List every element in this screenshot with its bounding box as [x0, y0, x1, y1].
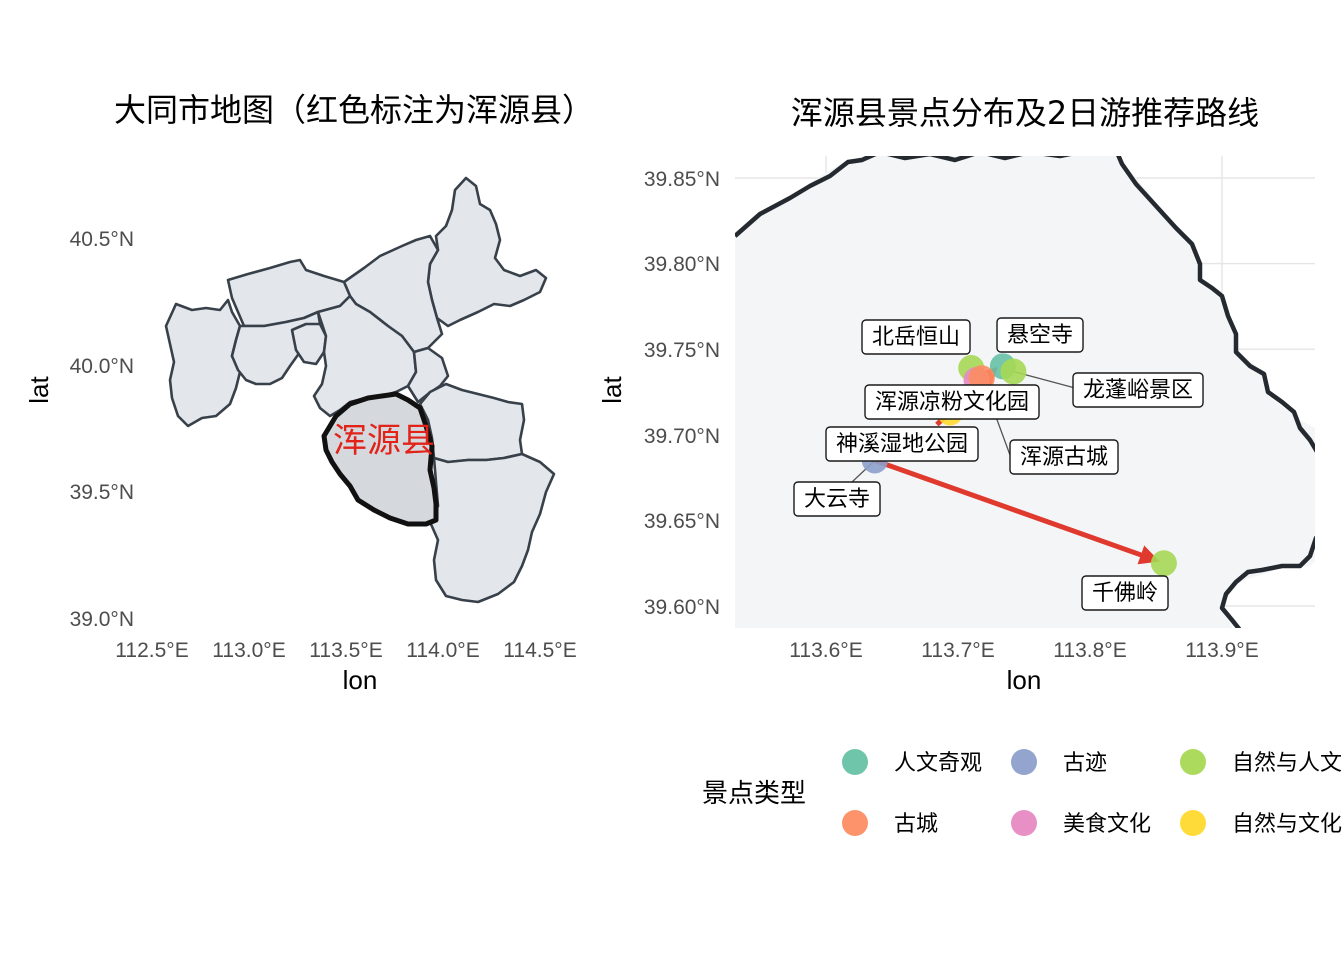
right-y-tick: 39.80°N: [644, 253, 720, 276]
right-map-title: 浑源县景点分布及2日游推荐路线: [791, 94, 1259, 132]
scenic-spot-label-text: 千佛岭: [1092, 581, 1158, 606]
right-y-tick: 39.65°N: [644, 510, 720, 533]
legend-label: 古城: [894, 812, 938, 837]
scenic-spot-label: 神溪湿地公园: [825, 426, 979, 462]
left-y-axis-ticks: 39.0°N 39.5°N 40.0°N 40.5°N: [70, 228, 134, 631]
scenic-spot-point[interactable]: [1000, 358, 1027, 385]
right-y-axis-title: lat: [597, 375, 627, 403]
left-y-tick: 39.5°N: [70, 481, 134, 504]
scenic-spot-label-text: 神溪湿地公园: [836, 432, 968, 457]
legend-item: 自然与文化: [1180, 810, 1342, 837]
left-x-tick: 113.5°E: [309, 639, 382, 662]
county-boundary-north: [735, 156, 1072, 238]
district-east: [418, 382, 526, 464]
scenic-spot-label: 浑源凉粉文化园: [864, 384, 1040, 420]
scenic-spot-label: 大云寺: [793, 481, 881, 517]
legend-label: 人文奇观: [894, 751, 982, 776]
scenic-spot-label: 龙蓬峪景区: [1072, 372, 1204, 408]
left-y-tick: 40.5°N: [70, 228, 134, 251]
legend-swatch: [842, 810, 868, 836]
hunyuan-map-label: 浑源县: [333, 421, 435, 461]
scenic-spot-label-text: 浑源古城: [1020, 445, 1108, 470]
legend-swatch: [842, 749, 868, 775]
left-y-tick: 40.0°N: [70, 355, 134, 378]
legend-swatch: [1180, 810, 1206, 836]
scenic-spot-label-box: [825, 426, 979, 462]
county-boundary-southeast: [1219, 535, 1315, 628]
scenic-spot-point[interactable]: [1150, 550, 1177, 577]
district-hunyuan-highlighted: [321, 391, 439, 527]
scenic-spot-label-text: 浑源凉粉文化园: [875, 390, 1029, 415]
right-x-tick: 113.9°E: [1185, 639, 1258, 662]
right-y-tick: 39.85°N: [644, 168, 720, 191]
left-x-tick: 113.0°E: [212, 639, 285, 662]
left-x-tick: 112.5°E: [115, 639, 188, 662]
right-y-tick: 39.75°N: [644, 339, 720, 362]
scenic-spot-label-box: [793, 481, 881, 517]
scenic-spot-label-box: [864, 384, 1040, 420]
legend-item: 古迹: [1011, 749, 1107, 776]
legend-item: 自然与人文: [1180, 749, 1342, 776]
legend-title: 景点类型: [702, 779, 806, 809]
county-boundary-east: [1116, 156, 1315, 453]
scenic-spot-label-text: 悬空寺: [1007, 323, 1073, 348]
route-arrow-day2: [874, 458, 1160, 565]
left-x-axis-title: lon: [343, 665, 378, 695]
right-y-tick: 39.60°N: [644, 596, 720, 619]
scenic-spot-label-box: [996, 317, 1084, 353]
right-x-tick: 113.8°E: [1053, 639, 1126, 662]
legend-item: 人文奇观: [842, 749, 982, 776]
legend-label: 古迹: [1063, 751, 1107, 776]
scenic-spot-label: 悬空寺: [996, 317, 1084, 353]
right-y-tick: 39.70°N: [644, 425, 720, 448]
scenic-spot-label: 千佛岭: [1081, 575, 1169, 611]
right-x-axis-title: lon: [1007, 665, 1042, 695]
legend-swatch: [1011, 810, 1037, 836]
left-y-axis-title: lat: [24, 375, 54, 403]
left-x-tick: 114.5°E: [503, 639, 576, 662]
scenic-spot-label-box: [1081, 575, 1169, 611]
legend-item: 美食文化: [1011, 810, 1151, 837]
scenic-spot-label-box: [1072, 372, 1204, 408]
scenic-spot-label-box: [1009, 439, 1119, 475]
right-x-axis-ticks: 113.6°E 113.7°E 113.8°E 113.9°E: [789, 639, 1258, 662]
district-northeast: [426, 176, 548, 328]
legend-item: 古城: [842, 810, 938, 837]
left-y-tick: 39.0°N: [70, 608, 134, 631]
left-map-title: 大同市地图（红色标注为浑源县）: [114, 91, 594, 129]
scenic-spot-label-box: [861, 319, 971, 355]
scenic-spot-label: 浑源古城: [1009, 439, 1119, 475]
scenic-spot-label-text: 大云寺: [804, 487, 870, 512]
datong-districts: 浑源县: [164, 176, 556, 604]
left-x-tick: 114.0°E: [406, 639, 479, 662]
legend-swatch: [1011, 749, 1037, 775]
scenic-spot-label: 北岳恒山: [861, 319, 971, 355]
scenic-spot-label-text: 龙蓬峪景区: [1083, 378, 1193, 403]
right-x-tick: 113.7°E: [921, 639, 994, 662]
district-lingqiu: [428, 452, 556, 604]
left-x-axis-ticks: 112.5°E 113.0°E 113.5°E 114.0°E 114.5°E: [115, 639, 576, 662]
district-west: [164, 298, 242, 428]
left-map-panel: 大同市地图（红色标注为浑源县） 浑源县: [24, 91, 594, 695]
right-x-tick: 113.6°E: [789, 639, 862, 662]
legend-label: 自然与人文: [1232, 751, 1342, 776]
scenic-spot-label-text: 北岳恒山: [872, 325, 960, 350]
right-y-axis-ticks: 39.60°N 39.65°N 39.70°N 39.75°N 39.80°N …: [644, 168, 720, 619]
legend-label: 美食文化: [1063, 812, 1151, 837]
legend-label: 自然与文化: [1232, 812, 1342, 837]
legend-swatch: [1180, 749, 1206, 775]
